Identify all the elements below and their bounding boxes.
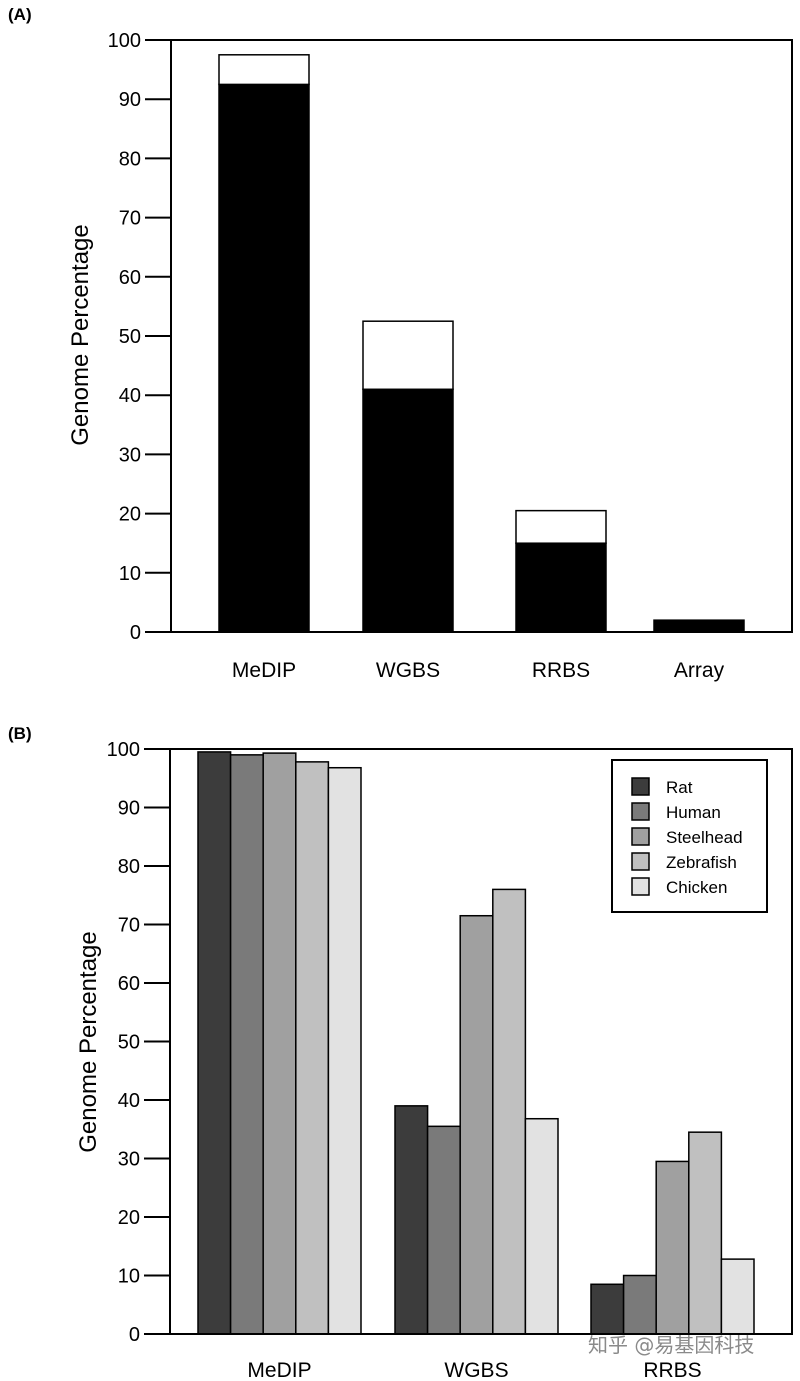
panel-a-y-tick-label: 40 xyxy=(119,385,141,407)
panel-b-bar-wgbs-steelhead xyxy=(459,914,494,1335)
panel-a-y-tick-label: 70 xyxy=(119,208,141,230)
panel-a-y-tick-label: 50 xyxy=(119,326,141,348)
panel-b-y-tick-label: 20 xyxy=(118,1207,140,1229)
panel-a-bar-medip-upper xyxy=(218,54,310,86)
panel-a-y-tick-label: 100 xyxy=(108,30,141,52)
panel-b-chart: (B) Genome Percentage 0 10 20 30 40 50 60 70 80 9… xyxy=(8,724,793,1381)
panel-a-y-tick-label: 60 xyxy=(119,267,141,289)
legend-label-steelhead: Steelhead xyxy=(666,828,743,847)
panel-b-bar-wgbs-chicken xyxy=(524,1117,559,1335)
panel-b-bar-rrbs-chicken xyxy=(720,1258,755,1335)
panel-b-y-tick-label: 80 xyxy=(118,856,140,878)
panel-b-bar-rrbs-steelhead xyxy=(655,1160,690,1335)
panel-b-bar-medip-zebrafish xyxy=(295,761,330,1335)
panel-b-y-tick-label: 90 xyxy=(118,798,140,820)
panel-b-y-tick-label: 100 xyxy=(107,739,140,761)
panel-a-y-tick-label: 10 xyxy=(119,563,141,585)
panel-a-category-label-wgbs: WGBS xyxy=(376,659,440,682)
panel-a-y-tick-label: 20 xyxy=(119,504,141,526)
legend-swatch-chicken xyxy=(631,877,650,896)
panel-a-category-label-medip: MeDIP xyxy=(232,659,296,682)
panel-b-y-tick-label: 50 xyxy=(118,1032,140,1054)
panel-b-y-tick-label: 10 xyxy=(118,1266,140,1288)
panel-b-plot-frame xyxy=(169,748,793,1335)
legend-swatch-human xyxy=(631,802,650,821)
panel-b-bar-rrbs-rat xyxy=(590,1283,625,1335)
panel-a-bar-array-lower xyxy=(653,619,745,633)
panel-a-bar-rrbs-upper xyxy=(515,509,607,544)
legend-label-human: Human xyxy=(666,803,721,822)
panel-b-bar-rrbs-zebrafish xyxy=(688,1131,723,1335)
panel-b-bar-wgbs-human xyxy=(426,1125,461,1335)
panel-a-y-axis-title: Genome Percentage xyxy=(67,224,94,445)
panel-b-bar-wgbs-rat xyxy=(394,1105,429,1335)
panel-b-category-label-medip: MeDIP xyxy=(247,1359,311,1381)
panel-b-bar-medip-human xyxy=(229,754,264,1335)
panel-b-y-axis-title: Genome Percentage xyxy=(75,931,102,1152)
panel-a-bar-wgbs-upper xyxy=(362,320,454,391)
panel-b-category-label-wgbs: WGBS xyxy=(444,1359,508,1381)
panel-a-y-tick-label: 30 xyxy=(119,444,141,466)
panel-a-category-label-array: Array xyxy=(674,659,725,682)
panel-b-legend: Rat Human Steelhead Zebrafish Chicken xyxy=(611,759,768,913)
panel-b-bar-wgbs-zebrafish xyxy=(492,888,527,1335)
panel-a-bar-wgbs-lower xyxy=(362,388,454,633)
watermark-text: 知乎 @易基因科技 xyxy=(588,1333,754,1357)
legend-swatch-zebrafish xyxy=(631,852,650,871)
panel-a-chart: (A) Genome Percentage 0 10 20 30 40 50 60 70 80 9… xyxy=(8,5,793,682)
panel-b-bar-medip-rat xyxy=(197,751,232,1335)
legend-swatch-rat xyxy=(631,777,650,796)
panel-a-y-tick-label: 80 xyxy=(119,148,141,170)
panel-a-y-tick-label: 0 xyxy=(130,622,141,644)
panel-b-y-tick-label: 0 xyxy=(129,1324,140,1346)
legend-label-zebrafish: Zebrafish xyxy=(666,853,737,872)
panel-b-y-tick-label: 40 xyxy=(118,1090,140,1112)
panel-b-bar-medip-steelhead xyxy=(262,752,297,1335)
legend-label-rat: Rat xyxy=(666,778,693,797)
panel-b-bar-rrbs-human xyxy=(622,1274,657,1335)
legend-label-chicken: Chicken xyxy=(666,878,727,897)
panel-b-y-tick-label: 30 xyxy=(118,1149,140,1171)
panel-a-plot-frame xyxy=(170,39,793,633)
panel-b-category-label-rrbs: RRBS xyxy=(643,1359,701,1381)
panel-b-y-tick-label: 70 xyxy=(118,915,140,937)
panel-a-bar-rrbs-lower xyxy=(515,542,607,633)
panel-a-label: (A) xyxy=(8,5,32,24)
panel-a-y-tick-label: 90 xyxy=(119,89,141,111)
panel-b-y-tick-label: 60 xyxy=(118,973,140,995)
panel-a-bar-medip-lower xyxy=(218,83,310,633)
panel-b-bar-medip-chicken xyxy=(327,766,362,1335)
panel-a-category-label-rrbs: RRBS xyxy=(532,659,590,682)
legend-swatch-steelhead xyxy=(631,827,650,846)
panel-b-label: (B) xyxy=(8,724,32,743)
